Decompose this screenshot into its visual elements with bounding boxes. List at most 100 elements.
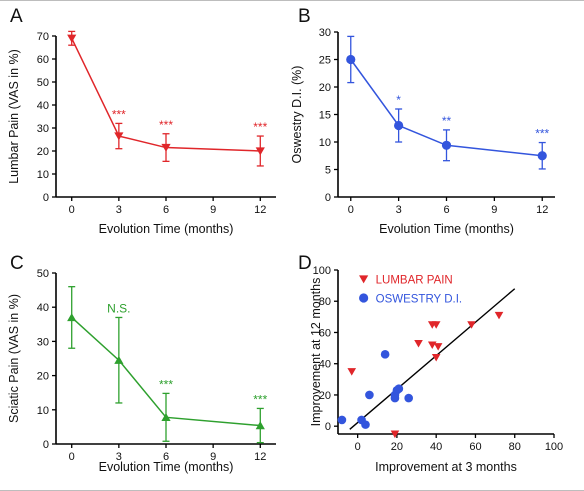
y-tick-label: 0 bbox=[325, 421, 331, 433]
y-tick-label: 10 bbox=[37, 169, 49, 181]
y-tick-label: 0 bbox=[325, 192, 331, 204]
y-axis-label: Improvement at 12 months bbox=[309, 278, 323, 427]
y-tick-label: 40 bbox=[37, 100, 49, 112]
data-point bbox=[255, 147, 265, 156]
y-tick-label: 0 bbox=[43, 439, 49, 451]
x-tick-label: 0 bbox=[348, 204, 354, 216]
y-tick-label: 20 bbox=[37, 146, 49, 158]
regression-line bbox=[349, 288, 516, 430]
data-point bbox=[255, 421, 265, 430]
y-tick-label: 5 bbox=[325, 165, 331, 177]
data-point bbox=[114, 132, 124, 141]
x-tick-label: 12 bbox=[536, 204, 548, 216]
x-tick-label: 3 bbox=[116, 451, 122, 463]
x-axis-label: Evolution Time (months) bbox=[99, 222, 234, 236]
series-line bbox=[71, 316, 261, 427]
panel-c: C 0 10 20 30 40 50 0 3 6 9 12 Evolution Time (months… bbox=[7, 253, 276, 474]
x-tick-label: 3 bbox=[116, 204, 122, 216]
x-tick-label: 9 bbox=[491, 204, 497, 216]
significance-label: ** bbox=[442, 114, 452, 128]
y-tick-label: 50 bbox=[37, 268, 49, 280]
x-tick-label: 0 bbox=[69, 204, 75, 216]
x-tick-label: 12 bbox=[254, 204, 266, 216]
y-tick-label: 0 bbox=[43, 192, 49, 204]
significance-label: *** bbox=[535, 127, 549, 141]
x-tick-label: 6 bbox=[163, 204, 169, 216]
data-point bbox=[441, 140, 452, 150]
x-tick-label: 6 bbox=[443, 204, 449, 216]
data-point bbox=[67, 313, 77, 322]
x-axis-label: Evolution Time (months) bbox=[379, 222, 514, 236]
y-axis-label: Oswestry D.I. (%) bbox=[290, 66, 304, 164]
x-tick-label: 9 bbox=[210, 451, 216, 463]
x-tick-label: 12 bbox=[254, 451, 266, 463]
y-axis-label: Sciatic Pain (VAS in %) bbox=[7, 294, 21, 423]
data-point bbox=[161, 143, 171, 152]
significance-label: N.S. bbox=[107, 301, 130, 315]
data-point bbox=[67, 34, 77, 43]
x-tick-label: 3 bbox=[396, 204, 402, 216]
significance-label: *** bbox=[253, 392, 267, 406]
scatter-point bbox=[380, 350, 390, 359]
scatter-point bbox=[433, 343, 443, 351]
scatter-point bbox=[347, 368, 357, 376]
y-tick-label: 30 bbox=[319, 27, 331, 39]
data-point bbox=[161, 412, 171, 422]
scatter-point bbox=[394, 384, 404, 394]
y-tick-label: 20 bbox=[319, 82, 331, 94]
x-tick-label: 20 bbox=[391, 441, 403, 453]
y-tick-label: 70 bbox=[37, 31, 49, 43]
y-tick-label: 10 bbox=[319, 137, 331, 149]
series-line bbox=[71, 37, 261, 152]
scatter-point bbox=[414, 339, 423, 348]
data-point bbox=[537, 151, 547, 161]
scatter-point bbox=[431, 321, 441, 329]
x-axis-label: Improvement at 3 months bbox=[375, 460, 517, 474]
x-tick-label: 9 bbox=[210, 204, 216, 216]
y-tick-label: 30 bbox=[37, 336, 49, 348]
data-point bbox=[346, 54, 356, 65]
panel-a: A 0 10 20 30 40 50 60 70 0 3 6 9 12 Evolution Time (mo… bbox=[7, 6, 276, 236]
y-axis-label: Lumbar Pain (VAS in %) bbox=[7, 49, 21, 184]
y-tick-label: 25 bbox=[319, 55, 331, 67]
legend-marker bbox=[359, 293, 369, 303]
y-tick-label: 40 bbox=[319, 359, 331, 371]
y-tick-label: 30 bbox=[37, 123, 49, 135]
x-tick-label: 6 bbox=[163, 451, 169, 463]
y-tick-label: 50 bbox=[37, 77, 49, 89]
y-tick-label: 80 bbox=[319, 296, 331, 308]
y-tick-label: 10 bbox=[37, 405, 49, 417]
x-tick-label: 0 bbox=[69, 451, 75, 463]
y-tick-label: 15 bbox=[319, 110, 331, 122]
x-tick-label: 60 bbox=[469, 441, 481, 453]
y-tick-label: 20 bbox=[319, 390, 331, 402]
legend-label: OSWESTRY D.I. bbox=[376, 294, 462, 306]
scatter-point bbox=[361, 420, 370, 429]
x-tick-label: 100 bbox=[545, 441, 563, 453]
x-tick-label: 80 bbox=[509, 441, 521, 453]
scatter-point bbox=[390, 393, 400, 403]
scatter-point bbox=[390, 430, 400, 439]
scatter-point bbox=[365, 390, 374, 400]
scatter-point bbox=[494, 311, 504, 320]
panel-letter: D bbox=[298, 253, 312, 274]
significance-label: *** bbox=[159, 118, 173, 132]
scatter-point bbox=[337, 415, 347, 425]
legend-marker bbox=[359, 275, 369, 284]
scatter-point bbox=[467, 321, 476, 329]
panel-letter: B bbox=[298, 6, 311, 27]
x-tick-label: 0 bbox=[355, 441, 361, 453]
y-tick-label: 20 bbox=[37, 371, 49, 383]
data-point bbox=[394, 120, 404, 131]
y-tick-label: 100 bbox=[313, 265, 331, 277]
panel-b: B 0 5 10 15 20 25 30 0 3 6 9 12 Evolution Time (month… bbox=[290, 6, 555, 236]
significance-label: *** bbox=[253, 120, 267, 134]
series-line bbox=[350, 59, 543, 157]
panel-letter: A bbox=[10, 6, 23, 27]
y-tick-label: 60 bbox=[37, 54, 49, 66]
y-tick-label: 60 bbox=[319, 327, 331, 339]
y-tick-label: 40 bbox=[37, 302, 49, 314]
